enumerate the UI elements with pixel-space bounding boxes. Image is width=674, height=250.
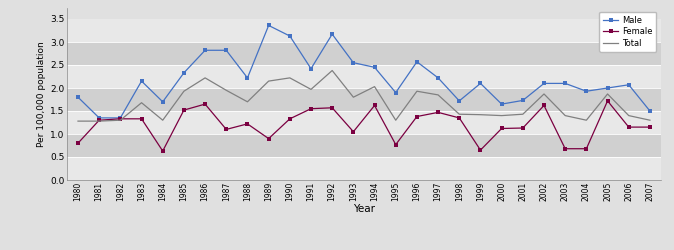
Total — [243, 100, 251, 103]
Female — [646, 126, 654, 128]
Total — [117, 119, 125, 122]
Total — [625, 114, 633, 117]
Male — [201, 49, 209, 52]
Total — [540, 92, 548, 96]
Male — [646, 110, 654, 112]
Female — [540, 104, 548, 107]
Male — [582, 90, 590, 93]
Total — [497, 114, 506, 117]
Female — [371, 104, 379, 107]
Bar — [67, 19, 661, 42]
Male — [349, 61, 357, 64]
Female — [137, 117, 146, 120]
Female — [328, 106, 336, 109]
Male — [265, 24, 273, 27]
Female — [117, 117, 125, 120]
Male — [477, 82, 485, 85]
Female — [95, 119, 103, 122]
Female — [307, 107, 315, 110]
Total — [158, 119, 166, 122]
Line: Total: Total — [78, 70, 650, 121]
Female — [180, 108, 188, 112]
Female — [582, 147, 590, 150]
Female — [243, 122, 251, 126]
Line: Female: Female — [76, 99, 652, 153]
Total — [265, 80, 273, 82]
Total — [582, 119, 590, 122]
Total — [603, 92, 611, 96]
Total — [307, 88, 315, 91]
Total — [74, 120, 82, 122]
Total — [434, 94, 442, 96]
Total — [561, 114, 570, 117]
Total — [95, 120, 103, 122]
Male — [180, 71, 188, 74]
Male — [328, 33, 336, 36]
Male — [625, 83, 633, 86]
Total — [328, 69, 336, 72]
X-axis label: Year: Year — [353, 204, 375, 214]
Total — [137, 101, 146, 104]
Female — [413, 115, 421, 118]
Female — [74, 142, 82, 145]
Male — [243, 76, 251, 80]
Female — [625, 126, 633, 128]
Legend: Male, Female, Total: Male, Female, Total — [599, 12, 656, 52]
Male — [74, 96, 82, 99]
Male — [371, 66, 379, 69]
Female — [561, 147, 570, 150]
Y-axis label: Per 100,000 population: Per 100,000 population — [37, 41, 46, 146]
Total — [349, 96, 357, 99]
Male — [117, 116, 125, 119]
Female — [477, 148, 485, 152]
Female — [201, 102, 209, 106]
Male — [603, 86, 611, 90]
Total — [286, 76, 294, 80]
Female — [222, 128, 231, 131]
Male — [95, 116, 103, 119]
Female — [286, 117, 294, 120]
Female — [519, 126, 527, 130]
Total — [180, 90, 188, 93]
Male — [455, 100, 463, 102]
Bar — [67, 134, 661, 157]
Male — [158, 100, 166, 103]
Male — [413, 60, 421, 63]
Male — [434, 76, 442, 80]
Total — [222, 89, 231, 92]
Bar — [67, 88, 661, 111]
Total — [646, 119, 654, 122]
Male — [307, 67, 315, 70]
Female — [392, 143, 400, 146]
Total — [371, 85, 379, 88]
Female — [455, 116, 463, 119]
Female — [603, 100, 611, 102]
Total — [392, 119, 400, 122]
Male — [286, 34, 294, 37]
Female — [265, 137, 273, 140]
Male — [561, 82, 570, 85]
Total — [477, 113, 485, 116]
Male — [540, 82, 548, 85]
Bar — [67, 157, 661, 180]
Female — [497, 127, 506, 130]
Male — [519, 99, 527, 102]
Female — [434, 111, 442, 114]
Bar — [67, 111, 661, 134]
Male — [392, 91, 400, 94]
Female — [158, 150, 166, 152]
Line: Male: Male — [76, 24, 652, 120]
Male — [497, 102, 506, 106]
Female — [349, 130, 357, 133]
Total — [455, 113, 463, 116]
Total — [201, 76, 209, 80]
Male — [222, 49, 231, 52]
Total — [519, 113, 527, 116]
Total — [413, 90, 421, 93]
Bar — [67, 42, 661, 65]
Male — [137, 80, 146, 82]
Bar — [67, 65, 661, 88]
